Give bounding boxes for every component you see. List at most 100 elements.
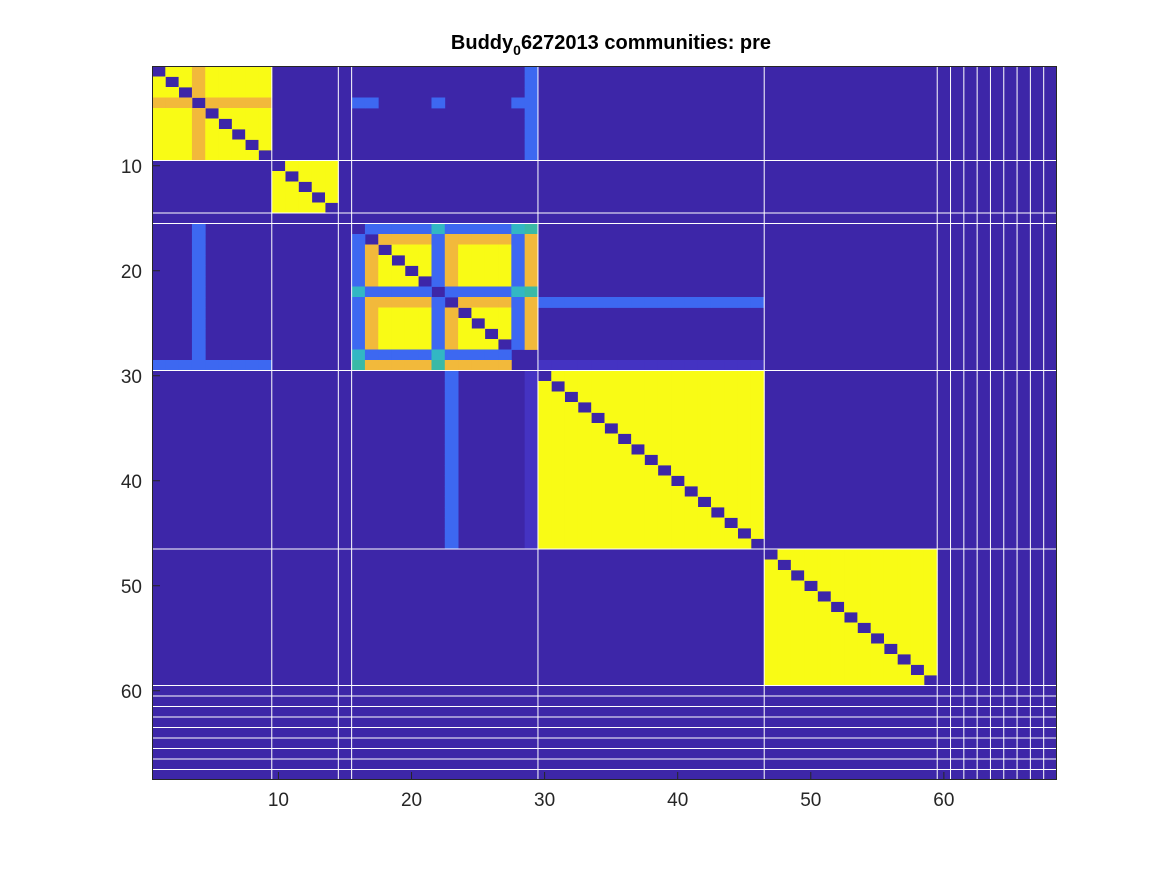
heatmap-cell: [897, 612, 911, 623]
heatmap-cell: [844, 601, 858, 613]
heatmap-cell: [524, 76, 539, 88]
heatmap-cell: [750, 423, 765, 434]
heatmap-cell: [524, 139, 539, 151]
heatmap-cell: [351, 339, 366, 350]
heatmap-cell: [498, 286, 512, 298]
heatmap-cell: [418, 307, 432, 319]
heatmap-cell: [737, 433, 752, 445]
heatmap-cell: [844, 549, 858, 560]
heatmap-cell: [458, 328, 472, 340]
heatmap-cell: [364, 360, 379, 371]
heatmap-cell: [551, 538, 565, 550]
heatmap-cell: [897, 675, 911, 686]
heatmap-cell: [870, 664, 885, 676]
heatmap-cell: [591, 381, 605, 392]
heatmap-cell: [418, 234, 432, 245]
heatmap-cell: [844, 580, 858, 592]
heatmap-cell: [178, 118, 193, 130]
heatmap-cell: [657, 486, 672, 497]
heatmap-cell: [178, 97, 193, 109]
heatmap-cell: [737, 297, 752, 308]
heatmap-cell: [617, 507, 632, 518]
heatmap-cell: [191, 129, 206, 140]
heatmap-cell: [750, 486, 765, 497]
heatmap-cell: [710, 412, 725, 424]
heatmap-cell: [631, 538, 645, 550]
heatmap-cell: [378, 339, 392, 350]
heatmap-cell: [564, 433, 579, 445]
heatmap-cell: [484, 265, 499, 277]
heatmap-cell: [471, 297, 486, 308]
heatmap-cell: [710, 517, 725, 529]
heatmap-cell: [551, 465, 565, 476]
heatmap-cell: [684, 381, 699, 392]
heatmap-cell: [524, 318, 539, 329]
y-tick-label: 50: [121, 577, 142, 598]
heatmap-cell: [923, 559, 938, 571]
heatmap-cell: [777, 570, 792, 581]
heatmap-cell: [311, 171, 326, 182]
heatmap-cell: [870, 612, 885, 623]
heatmap-cell: [631, 486, 645, 497]
heatmap-cell: [710, 297, 725, 308]
heatmap-cell: [790, 601, 805, 613]
heatmap-cell: [218, 139, 233, 151]
heatmap-cell: [458, 318, 472, 329]
heatmap-cell: [764, 591, 778, 602]
heatmap-cell: [591, 528, 605, 539]
heatmap-cell: [631, 360, 645, 371]
heatmap-cell: [271, 181, 286, 193]
heatmap-cell: [631, 370, 645, 382]
heatmap-cell: [551, 433, 565, 445]
heatmap-cell: [883, 633, 898, 644]
heatmap-cell: [311, 160, 326, 172]
heatmap-cell: [218, 87, 233, 98]
heatmap-cell: [378, 360, 392, 371]
heatmap-cell: [191, 360, 206, 371]
heatmap-cell: [431, 223, 446, 235]
heatmap-cell: [830, 675, 845, 686]
heatmap-cell: [524, 339, 539, 350]
heatmap-cell: [684, 454, 699, 466]
heatmap-cell: [804, 549, 818, 560]
heatmap-cell: [710, 465, 725, 476]
heatmap-cell: [444, 370, 459, 382]
heatmap-cell: [191, 255, 206, 266]
heatmap-cell: [724, 381, 738, 392]
heatmap-cell: [724, 486, 738, 497]
heatmap-cell: [631, 496, 645, 508]
heatmap-cell: [750, 360, 765, 371]
heatmap-cell: [790, 643, 805, 655]
heatmap-cell: [737, 454, 752, 466]
heatmap-cell: [471, 223, 486, 235]
heatmap-cell: [205, 87, 219, 98]
heatmap-cell: [152, 360, 166, 371]
heatmap-cell: [857, 601, 872, 613]
heatmap-cell: [644, 507, 659, 518]
heatmap-cell: [178, 360, 193, 371]
heatmap-cell: [191, 244, 206, 256]
heatmap-cell: [458, 265, 472, 277]
heatmap-cell: [657, 475, 672, 487]
heatmap-cell: [444, 528, 459, 539]
heatmap-cell: [684, 538, 699, 550]
heatmap-cell: [910, 570, 925, 581]
heatmap-cell: [391, 328, 406, 340]
heatmap-cell: [258, 87, 273, 98]
heatmap-cell: [351, 234, 366, 245]
heatmap-cell: [657, 370, 672, 382]
heatmap-cell: [737, 423, 752, 434]
heatmap-cell: [444, 454, 459, 466]
heatmap-cell: [604, 360, 619, 371]
heatmap-cell: [657, 517, 672, 529]
heatmap-cell: [524, 475, 539, 487]
heatmap-cell: [790, 559, 805, 571]
heatmap-cell: [923, 612, 938, 623]
heatmap-cell: [897, 559, 911, 571]
heatmap-cell: [631, 423, 645, 434]
heatmap-cell: [245, 360, 259, 371]
heatmap-cell: [218, 66, 233, 77]
heatmap-cell: [684, 528, 699, 539]
heatmap-cell: [604, 444, 619, 455]
heatmap-cell: [564, 423, 579, 434]
